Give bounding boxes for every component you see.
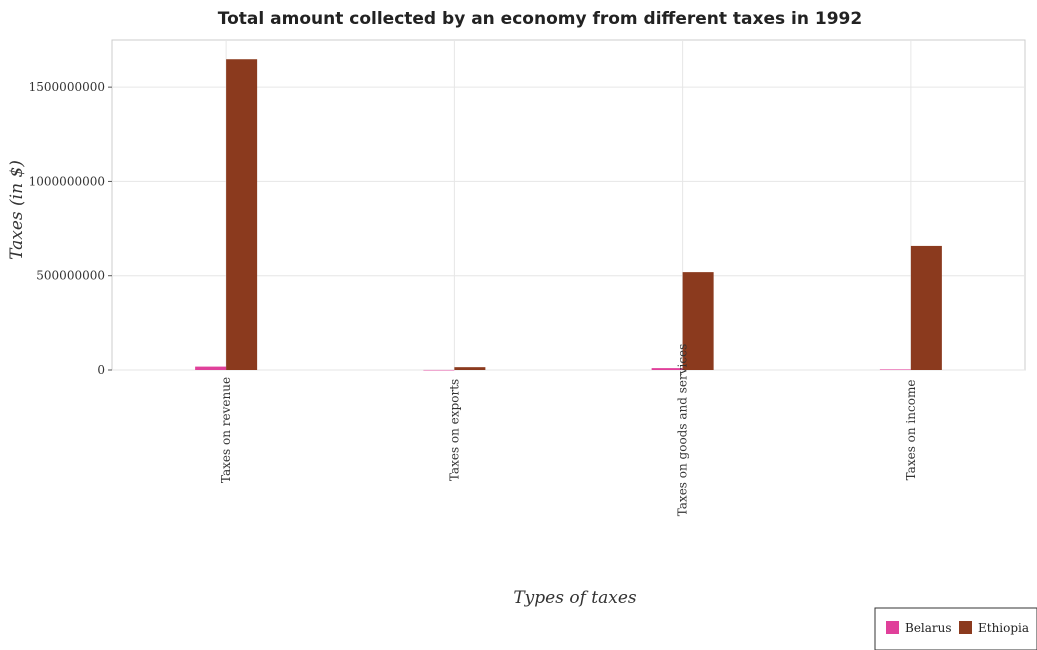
legend-swatch-belarus xyxy=(886,621,899,634)
x-tick-label: Taxes on income xyxy=(904,380,918,481)
legend-label-belarus: Belarus xyxy=(905,621,952,635)
plot-area: 0 500000000 1000000000 1500000000 Taxes on r… xyxy=(29,39,1026,517)
bar-belarus-taxes-on-goods-and-services xyxy=(651,368,683,370)
bar-ethiopia-taxes-on-income xyxy=(910,245,942,370)
bar-ethiopia-taxes-on-goods-and-services xyxy=(682,272,714,370)
x-axis-label: Types of taxes xyxy=(513,588,637,608)
bar-belarus-taxes-on-exports xyxy=(423,369,455,371)
x-tick-label: Taxes on goods and services xyxy=(676,344,690,517)
y-tick-label: 500000000 xyxy=(36,269,105,283)
bar-belarus-taxes-on-revenue xyxy=(195,366,227,370)
y-tick-label: 1000000000 xyxy=(29,174,105,188)
legend-box xyxy=(874,607,1037,650)
legend-label-ethiopia: Ethiopia xyxy=(978,621,1029,635)
bar-ethiopia-taxes-on-revenue xyxy=(226,59,258,371)
legend: Belarus Ethiopia xyxy=(874,607,1037,650)
y-tick-label: 0 xyxy=(97,363,105,377)
x-tick-label: Taxes on revenue xyxy=(219,377,233,483)
y-tick-label: 1500000000 xyxy=(29,80,105,94)
chart-title: Total amount collected by an economy fro… xyxy=(218,9,862,29)
bar-ethiopia-taxes-on-exports xyxy=(454,367,486,370)
x-tick-label: Taxes on exports xyxy=(447,379,461,481)
y-axis-label: Taxes (in $) xyxy=(7,160,27,260)
bar-belarus-taxes-on-income xyxy=(879,369,911,370)
legend-swatch-ethiopia xyxy=(959,621,972,634)
